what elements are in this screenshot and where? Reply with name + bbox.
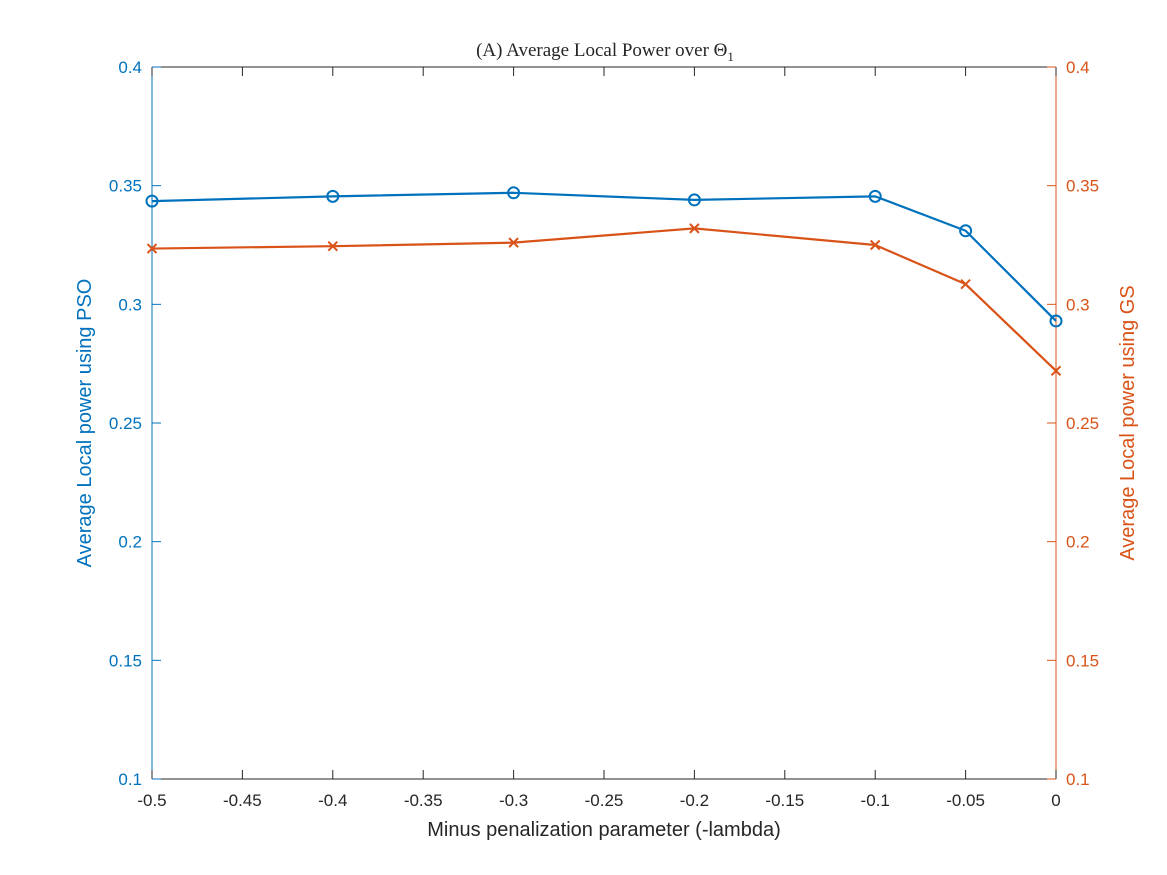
- y-right-tick-label: 0.25: [1066, 414, 1099, 433]
- y-left-tick-label: 0.25: [109, 414, 142, 433]
- series-1-line: [151, 191, 1057, 322]
- x-tick-label: 0: [1051, 791, 1060, 810]
- y-right-tick-label: 0.3: [1066, 295, 1090, 314]
- y-left-tick-label: 0.1: [118, 770, 142, 789]
- x-tick-label: -0.4: [318, 791, 347, 810]
- data-point: [960, 278, 971, 290]
- y-axis-right: 0.1 0.15 0.2 0.25 0.3 0.35 0.4: [1047, 58, 1099, 789]
- data-point: [869, 239, 881, 251]
- data-point: [327, 240, 339, 252]
- data-point: [146, 243, 158, 254]
- data-point: [1049, 314, 1063, 328]
- x-axis: -0.5 -0.45 -0.4 -0.35 -0.3 -0.25 -0.2 -0.15 -0.1…: [137, 67, 1061, 810]
- y-axis-left: 0.1 0.15 0.2 0.25 0.3 0.35 0.4: [109, 58, 161, 789]
- x-tick-label: -0.35: [404, 791, 443, 810]
- data-point: [687, 193, 701, 207]
- series-layer: [145, 186, 1063, 376]
- data-point: [689, 223, 700, 234]
- chart-title-main: (A) Average Local Power over Θ: [476, 40, 727, 61]
- data-point: [868, 189, 882, 203]
- data-point: [326, 189, 340, 203]
- data-point: [145, 194, 159, 208]
- x-tick-label: -0.25: [585, 791, 624, 810]
- chart-title-subscript: 1: [727, 49, 734, 64]
- x-tick-label: -0.45: [223, 791, 262, 810]
- y-right-tick-label: 0.4: [1066, 58, 1090, 77]
- chart-title: (A) Average Local Power over Θ1: [476, 40, 734, 64]
- data-point: [959, 224, 973, 238]
- x-tick-label: -0.05: [946, 791, 985, 810]
- y-right-tick-label: 0.35: [1066, 177, 1099, 196]
- x-tick-label: -0.5: [137, 791, 166, 810]
- x-tick-label: -0.3: [499, 791, 528, 810]
- series-1: [145, 186, 1063, 328]
- y-right-tick-label: 0.1: [1066, 770, 1090, 789]
- y-right-tick-label: 0.2: [1066, 533, 1090, 552]
- x-tick-label: -0.2: [680, 791, 709, 810]
- y-right-tick-label: 0.15: [1066, 651, 1099, 670]
- data-point: [1050, 365, 1062, 376]
- y-left-tick-label: 0.2: [118, 533, 142, 552]
- x-tick-label: -0.1: [861, 791, 890, 810]
- data-point: [507, 186, 521, 200]
- x-tick-label: -0.15: [765, 791, 804, 810]
- series-2: [146, 223, 1062, 376]
- y-axis-left-title: Average Local power using PSO: [74, 279, 96, 568]
- y-left-tick-label: 0.3: [118, 295, 142, 314]
- y-left-tick-label: 0.4: [118, 58, 142, 77]
- data-point: [508, 237, 519, 248]
- y-left-tick-label: 0.35: [109, 177, 142, 196]
- x-axis-title: Minus penalization parameter (-lambda): [427, 819, 781, 841]
- y-left-tick-label: 0.15: [109, 651, 142, 670]
- y-axis-right-title: Average Local power using GS: [1117, 285, 1139, 560]
